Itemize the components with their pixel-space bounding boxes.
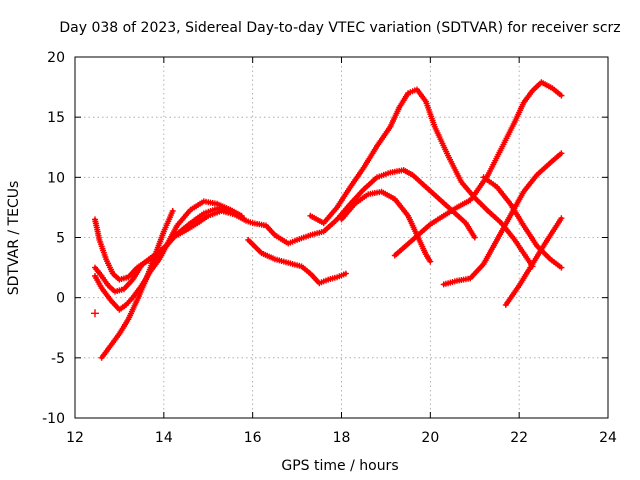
series-track-6 xyxy=(307,86,536,270)
x-tick-label: 14 xyxy=(155,430,173,446)
x-tick-label: 22 xyxy=(510,430,528,446)
y-tick-label: 10 xyxy=(47,170,65,186)
y-tick-label: 15 xyxy=(47,110,65,126)
series-markers xyxy=(245,236,349,287)
series-markers xyxy=(307,86,536,270)
series-markers xyxy=(502,215,565,308)
y-tick-label: 5 xyxy=(56,231,65,247)
series-track-8 xyxy=(391,79,565,259)
series-track-4 xyxy=(98,208,176,361)
x-axis-label: GPS time / hours xyxy=(281,458,398,474)
series-track-9 xyxy=(440,150,565,288)
x-tick-label: 20 xyxy=(421,430,439,446)
series-markers xyxy=(98,208,176,361)
y-axis-label: SDTVAR / TECUs xyxy=(6,181,22,296)
y-tick-label: 20 xyxy=(47,50,65,66)
x-tick-label: 12 xyxy=(66,430,84,446)
x-tick-label: 18 xyxy=(333,430,351,446)
y-tick-label: -5 xyxy=(51,351,65,367)
y-tick-label: -10 xyxy=(42,411,65,427)
series-track-5 xyxy=(245,236,349,287)
series-markers xyxy=(480,174,565,271)
isolated-marker xyxy=(90,309,99,318)
series-markers xyxy=(440,150,565,288)
y-tick-label: 0 xyxy=(56,291,65,307)
x-tick-label: 24 xyxy=(599,430,617,446)
series-markers xyxy=(391,79,565,259)
chart-title: Day 038 of 2023, Sidereal Day-to-day VTE… xyxy=(59,20,620,36)
series-line xyxy=(246,238,348,285)
grid-layer xyxy=(75,57,608,418)
ticks-layer xyxy=(74,56,609,419)
series-line xyxy=(393,80,563,258)
series-layer xyxy=(90,79,565,361)
labels-layer: 12 14 16 18 20 22 24 -10 -5 0 5 10 15 20 xyxy=(42,50,617,446)
x-tick-label: 16 xyxy=(244,430,262,446)
series-track-10 xyxy=(480,174,565,271)
series-track-11 xyxy=(502,215,565,308)
